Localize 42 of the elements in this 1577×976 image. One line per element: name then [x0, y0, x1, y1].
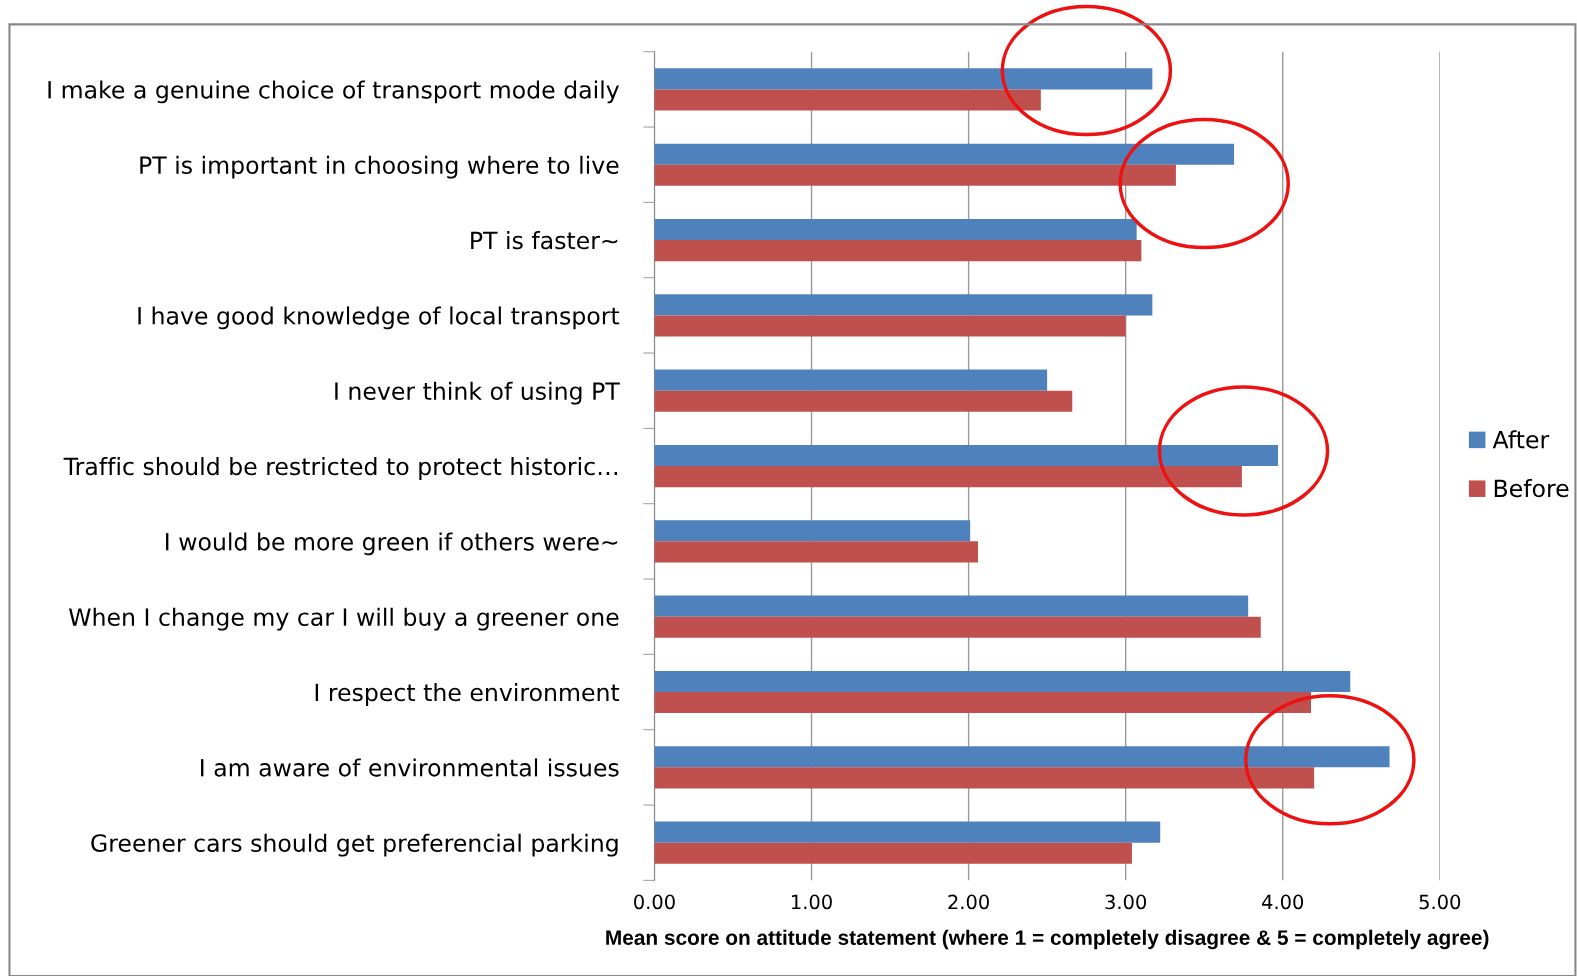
- bar: [654, 670, 1351, 693]
- x-tick-label: 2.00: [948, 894, 989, 910]
- bar: [654, 520, 971, 542]
- y-tick-label: Traffic should be restricted to protect historic…: [63, 457, 618, 480]
- y-tick-label: I never think of using PT: [335, 381, 620, 405]
- bar: [654, 240, 1142, 262]
- bar: [654, 767, 1315, 789]
- bar: [654, 218, 1137, 241]
- x-tick-label: 1.00: [792, 894, 832, 910]
- y-tick-label: I am aware of environmental issues: [201, 758, 619, 777]
- y-tick-label: When I change my car I will buy a greener one: [68, 607, 619, 631]
- bar: [654, 68, 1153, 90]
- x-tick-label: 4.00: [1262, 894, 1304, 910]
- y-tick-label: PT is faster~: [471, 231, 618, 250]
- bar: [654, 616, 1261, 638]
- bar: [654, 842, 1132, 864]
- bar: [654, 164, 1176, 186]
- x-tick-label: 5.00: [1419, 894, 1461, 910]
- bar: [654, 315, 1126, 337]
- x-tick-label: 3.00: [1105, 894, 1147, 910]
- bar: [654, 821, 1161, 843]
- x-tick-label: 0.00: [634, 894, 675, 910]
- x-axis-title: Mean score on attitude statement (where 1 = completely disagree & 5 = completely agree): [606, 929, 1489, 950]
- bar: [654, 390, 1073, 412]
- bar: [654, 369, 1048, 391]
- y-tick-label: I respect the environment: [315, 683, 620, 706]
- y-tick-label: I make a genuine choice of transport mode daily: [48, 80, 620, 104]
- bar: [654, 466, 1242, 488]
- y-tick-label: I would be more green if others were~: [166, 532, 618, 556]
- y-tick-label: I have good knowledge of local transport: [138, 306, 620, 330]
- legend-label: Before: [1494, 479, 1569, 498]
- bar: [654, 143, 1235, 165]
- bar: [654, 692, 1311, 714]
- bar: [654, 595, 1249, 617]
- bar: [654, 444, 1279, 467]
- bar: [654, 294, 1153, 316]
- bar: [654, 89, 1041, 111]
- legend-label: After: [1492, 430, 1550, 449]
- bar: [654, 541, 979, 563]
- y-tick-label: PT is important in choosing where to live: [140, 155, 619, 179]
- y-tick-label: Greener cars should get preferencial parking: [91, 833, 618, 857]
- bar: [654, 746, 1390, 768]
